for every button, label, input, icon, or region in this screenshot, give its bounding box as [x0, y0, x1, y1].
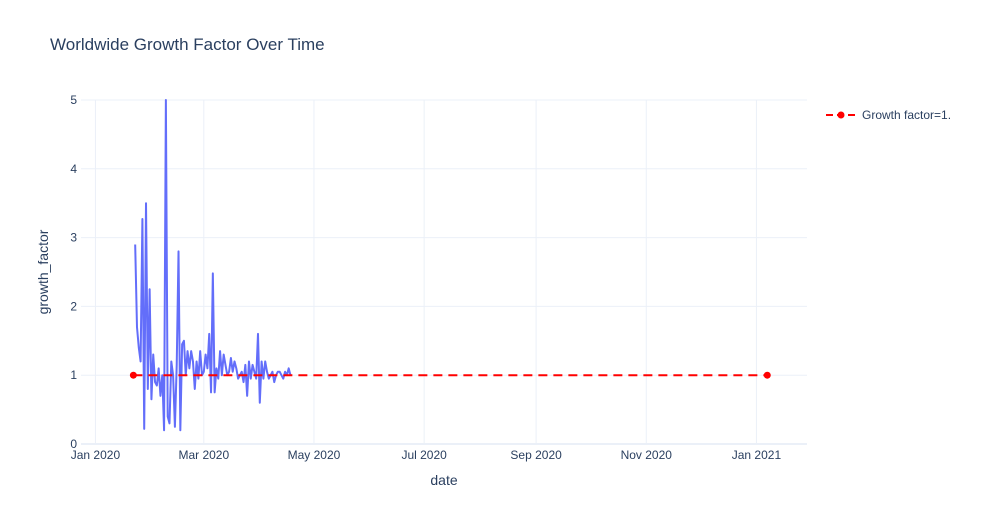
- growth-factor-line: [134, 99, 292, 432]
- y-tick-label: 0: [70, 437, 77, 451]
- y-tick-label: 4: [70, 162, 77, 176]
- x-axis-title: date: [430, 472, 457, 488]
- y-tick-label: 1: [70, 368, 77, 382]
- x-tick-label: Jan 2021: [732, 448, 782, 462]
- x-tick-label: Mar 2020: [178, 448, 229, 462]
- y-tick-label: 5: [70, 93, 77, 107]
- legend-swatch-marker: [837, 111, 845, 119]
- plot-area: [129, 99, 771, 432]
- legend[interactable]: Growth factor=1.: [826, 108, 951, 122]
- x-tick-label: May 2020: [288, 448, 341, 462]
- legend-item[interactable]: Growth factor=1.: [826, 108, 951, 122]
- reference-point: [763, 371, 771, 379]
- x-tick-label: Sep 2020: [510, 448, 562, 462]
- gridlines: [81, 99, 807, 444]
- x-tick-label: Jul 2020: [401, 448, 447, 462]
- legend-label: Growth factor=1.: [862, 108, 951, 122]
- axes: 0 1 2 3 4 5 Jan 2020 Mar 2020 May 2020 Jul 2020 Se…: [70, 93, 807, 462]
- x-tick-label: Jan 2020: [71, 448, 121, 462]
- x-tick-label: Nov 2020: [621, 448, 673, 462]
- y-tick-label: 3: [70, 231, 77, 245]
- reference-point: [129, 371, 137, 379]
- y-axis-title: growth_factor: [35, 229, 51, 314]
- chart-title: Worldwide Growth Factor Over Time: [50, 35, 325, 54]
- y-tick-label: 2: [70, 299, 77, 313]
